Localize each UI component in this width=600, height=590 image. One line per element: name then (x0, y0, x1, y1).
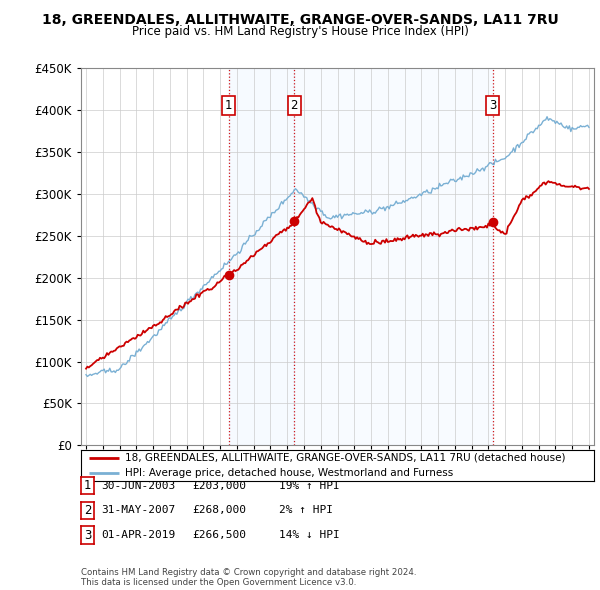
Text: £268,000: £268,000 (192, 506, 246, 515)
Text: 18, GREENDALES, ALLITHWAITE, GRANGE-OVER-SANDS, LA11 7RU: 18, GREENDALES, ALLITHWAITE, GRANGE-OVER… (41, 13, 559, 27)
Text: 3: 3 (489, 99, 496, 112)
Bar (294, 68, 493, 445)
Text: 14% ↓ HPI: 14% ↓ HPI (279, 530, 340, 540)
Text: 3: 3 (84, 529, 91, 542)
Text: 1: 1 (225, 99, 232, 112)
Text: 2: 2 (290, 99, 298, 112)
Text: 2% ↑ HPI: 2% ↑ HPI (279, 506, 333, 515)
Text: £266,500: £266,500 (192, 530, 246, 540)
Text: HPI: Average price, detached house, Westmorland and Furness: HPI: Average price, detached house, West… (125, 468, 453, 478)
Text: 01-APR-2019: 01-APR-2019 (101, 530, 175, 540)
Text: Contains HM Land Registry data © Crown copyright and database right 2024.
This d: Contains HM Land Registry data © Crown c… (81, 568, 416, 587)
Text: 18, GREENDALES, ALLITHWAITE, GRANGE-OVER-SANDS, LA11 7RU (detached house): 18, GREENDALES, ALLITHWAITE, GRANGE-OVER… (125, 453, 565, 463)
Text: 1: 1 (84, 479, 91, 492)
Text: 19% ↑ HPI: 19% ↑ HPI (279, 481, 340, 490)
Text: Price paid vs. HM Land Registry's House Price Index (HPI): Price paid vs. HM Land Registry's House … (131, 25, 469, 38)
Text: £203,000: £203,000 (192, 481, 246, 490)
Text: 30-JUN-2003: 30-JUN-2003 (101, 481, 175, 490)
Text: 2: 2 (84, 504, 91, 517)
Text: 31-MAY-2007: 31-MAY-2007 (101, 506, 175, 515)
Bar (229, 68, 294, 445)
